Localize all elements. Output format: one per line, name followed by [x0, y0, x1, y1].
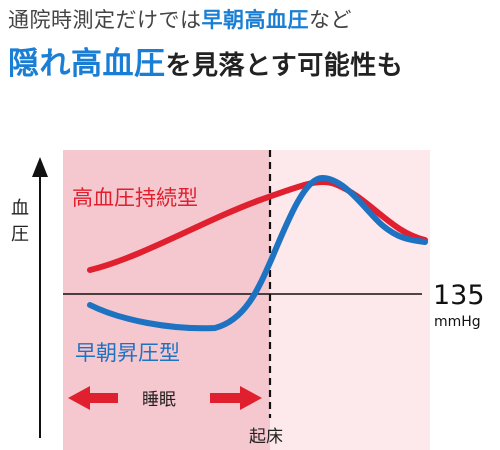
- series-line-sustained-hypertension: [87, 178, 428, 273]
- left-arrow-icon: [68, 386, 118, 410]
- wake-label: 起床: [249, 427, 283, 447]
- y-axis-label-char-1: 血: [11, 198, 29, 219]
- heading-line-2: 隠れ高血圧を見落とす可能性も: [8, 38, 403, 83]
- heading-line-1: 通院時測定だけでは早朝高血圧など: [8, 4, 352, 34]
- heading-text: を見落とす可能性も: [165, 51, 404, 81]
- heading-text: など: [309, 8, 352, 32]
- right-arrow-icon: [210, 386, 262, 410]
- y-axis-label-char-2: 圧: [11, 224, 29, 245]
- series-line-morning-hypertension: [87, 174, 428, 332]
- threshold-unit: mmHg: [434, 314, 481, 330]
- heading-text: 通院時測定だけでは: [8, 8, 202, 32]
- y-axis-arrowhead: [32, 157, 48, 177]
- heading-highlight: 早朝高血圧: [201, 8, 309, 32]
- series-label-morning: 早朝昇圧型: [75, 341, 180, 365]
- threshold-value: 135: [433, 280, 485, 311]
- heading-highlight: 隠れ高血圧: [8, 46, 166, 82]
- sleep-label: 睡眠: [142, 390, 176, 410]
- series-label-sustained: 高血圧持続型: [72, 186, 198, 210]
